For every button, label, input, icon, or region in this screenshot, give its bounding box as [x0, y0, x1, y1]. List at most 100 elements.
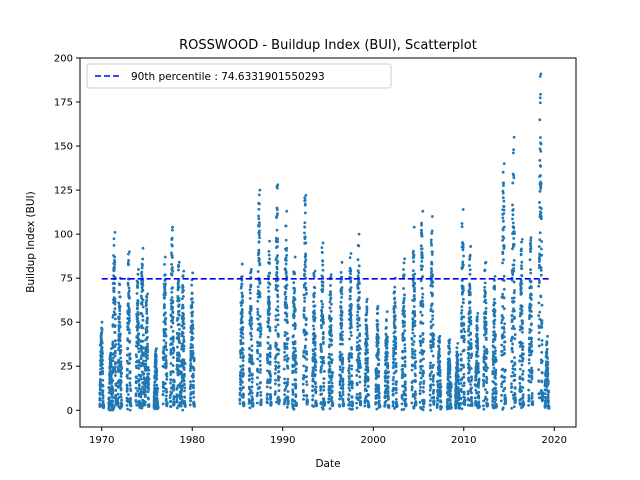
- data-point: [250, 327, 254, 331]
- data-point: [393, 300, 397, 304]
- data-point: [176, 345, 179, 349]
- data-point: [341, 380, 345, 383]
- data-point: [356, 303, 360, 307]
- data-point: [100, 355, 104, 359]
- data-point: [365, 297, 369, 301]
- data-point: [394, 347, 398, 351]
- data-point: [256, 341, 260, 345]
- data-point: [311, 385, 315, 388]
- data-point: [275, 267, 279, 271]
- data-point: [113, 374, 117, 377]
- data-point: [463, 396, 466, 400]
- data-point: [421, 209, 425, 213]
- data-point: [119, 384, 122, 387]
- data-point: [475, 359, 479, 363]
- data-point: [503, 322, 507, 326]
- data-point: [277, 370, 281, 373]
- data-point: [266, 378, 270, 382]
- data-point: [394, 341, 398, 345]
- data-point: [175, 363, 179, 367]
- data-point: [142, 372, 146, 375]
- data-point: [192, 368, 196, 372]
- data-point: [422, 337, 425, 341]
- data-point: [330, 317, 333, 321]
- data-point: [419, 310, 423, 314]
- data-point: [422, 405, 425, 409]
- data-point: [118, 295, 122, 299]
- data-point: [276, 237, 279, 241]
- data-point: [432, 396, 436, 400]
- data-point: [113, 260, 117, 264]
- data-point: [331, 402, 335, 406]
- data-point: [141, 283, 145, 287]
- data-point: [410, 368, 414, 372]
- data-point: [189, 356, 193, 360]
- data-point: [312, 295, 316, 299]
- data-point: [141, 326, 145, 330]
- data-point: [469, 319, 473, 323]
- data-point: [291, 383, 295, 386]
- data-point: [429, 377, 432, 381]
- data-point: [341, 383, 345, 386]
- data-point: [239, 286, 243, 290]
- data-point: [250, 385, 254, 389]
- data-point: [268, 369, 272, 373]
- data-point: [421, 265, 424, 268]
- data-point: [438, 334, 442, 338]
- data-point: [190, 297, 194, 301]
- data-point: [257, 251, 261, 254]
- data-point: [462, 381, 466, 385]
- data-point: [118, 321, 122, 324]
- data-point: [320, 250, 324, 254]
- data-point: [359, 347, 362, 351]
- data-point: [284, 238, 288, 242]
- data-point: [164, 282, 167, 286]
- data-point: [394, 391, 398, 395]
- data-point: [394, 397, 398, 401]
- data-point: [177, 322, 181, 326]
- data-point: [147, 383, 151, 386]
- data-point: [413, 314, 417, 318]
- data-point: [294, 370, 298, 374]
- data-point: [329, 378, 333, 382]
- data-point: [461, 242, 465, 246]
- data-point: [391, 382, 395, 386]
- data-point: [259, 326, 263, 330]
- data-point: [306, 400, 310, 404]
- data-point: [177, 359, 181, 363]
- data-point: [117, 385, 120, 389]
- data-point: [466, 356, 470, 360]
- data-point: [305, 291, 308, 295]
- data-point: [134, 386, 138, 390]
- data-point: [421, 386, 425, 389]
- data-point: [351, 407, 354, 411]
- data-point: [190, 292, 194, 295]
- data-point: [357, 271, 361, 275]
- data-point: [349, 286, 353, 290]
- data-point: [276, 239, 279, 243]
- data-point: [248, 406, 252, 410]
- data-point: [421, 322, 425, 325]
- data-point: [392, 322, 396, 326]
- data-point: [114, 343, 118, 346]
- data-point: [339, 271, 343, 274]
- data-point: [172, 397, 176, 401]
- data-point: [377, 391, 381, 395]
- data-point: [319, 385, 323, 389]
- data-point: [350, 364, 354, 368]
- data-point: [469, 315, 473, 319]
- data-point: [358, 363, 362, 367]
- data-point: [170, 266, 174, 269]
- data-point: [457, 375, 460, 379]
- data-point: [384, 399, 388, 403]
- data-point: [126, 252, 130, 256]
- data-point: [305, 368, 308, 372]
- data-point: [154, 358, 158, 362]
- data-point: [155, 347, 158, 351]
- data-point: [191, 327, 195, 331]
- data-point: [164, 382, 167, 385]
- data-point: [314, 368, 318, 372]
- data-point: [117, 301, 121, 305]
- data-point: [493, 301, 497, 305]
- data-point: [435, 402, 439, 406]
